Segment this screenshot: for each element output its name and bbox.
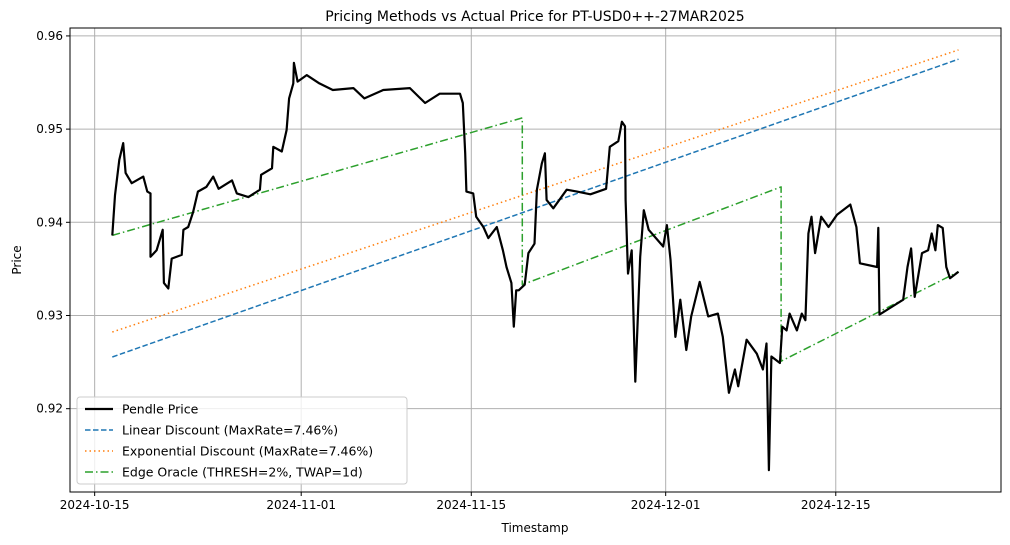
- legend-label: Linear Discount (MaxRate=7.46%): [122, 423, 338, 438]
- ticks: 2024-10-15 2024-11-01 2024-11-15 2024-12-01…: [36, 29, 870, 512]
- x-tick-label: 2024-12-15: [801, 498, 871, 512]
- y-tick-label: 0.93: [36, 308, 63, 322]
- x-tick-label: 2024-11-15: [436, 498, 506, 512]
- legend-label: Exponential Discount (MaxRate=7.46%): [122, 444, 373, 459]
- y-tick-label: 0.96: [36, 29, 63, 43]
- x-tick-label: 2024-12-01: [631, 498, 701, 512]
- axes-frame: [69, 27, 1002, 493]
- series-line-3: [112, 117, 959, 362]
- series-line-2: [112, 49, 959, 333]
- legend: Pendle Price Linear Discount (MaxRate=7.4…: [76, 396, 408, 485]
- x-tick-label: 2024-10-15: [60, 498, 130, 512]
- y-tick-label: 0.92: [36, 402, 63, 416]
- x-tick-label: 2024-11-01: [266, 498, 336, 512]
- y-tick-label: 0.95: [36, 122, 63, 136]
- legend-box: [76, 396, 408, 485]
- y-tick-label: 0.94: [36, 215, 63, 229]
- chart-title: Pricing Methods vs Actual Price for PT-U…: [325, 9, 744, 25]
- legend-label: Pendle Price: [122, 402, 199, 417]
- series-line-0: [111, 61, 960, 472]
- y-axis-label: Price: [10, 245, 24, 274]
- legend-label: Edge Oracle (THRESH=2%, TWAP=1d): [122, 465, 363, 480]
- x-axis-label: Timestamp: [501, 521, 569, 535]
- series-layer: [111, 49, 960, 472]
